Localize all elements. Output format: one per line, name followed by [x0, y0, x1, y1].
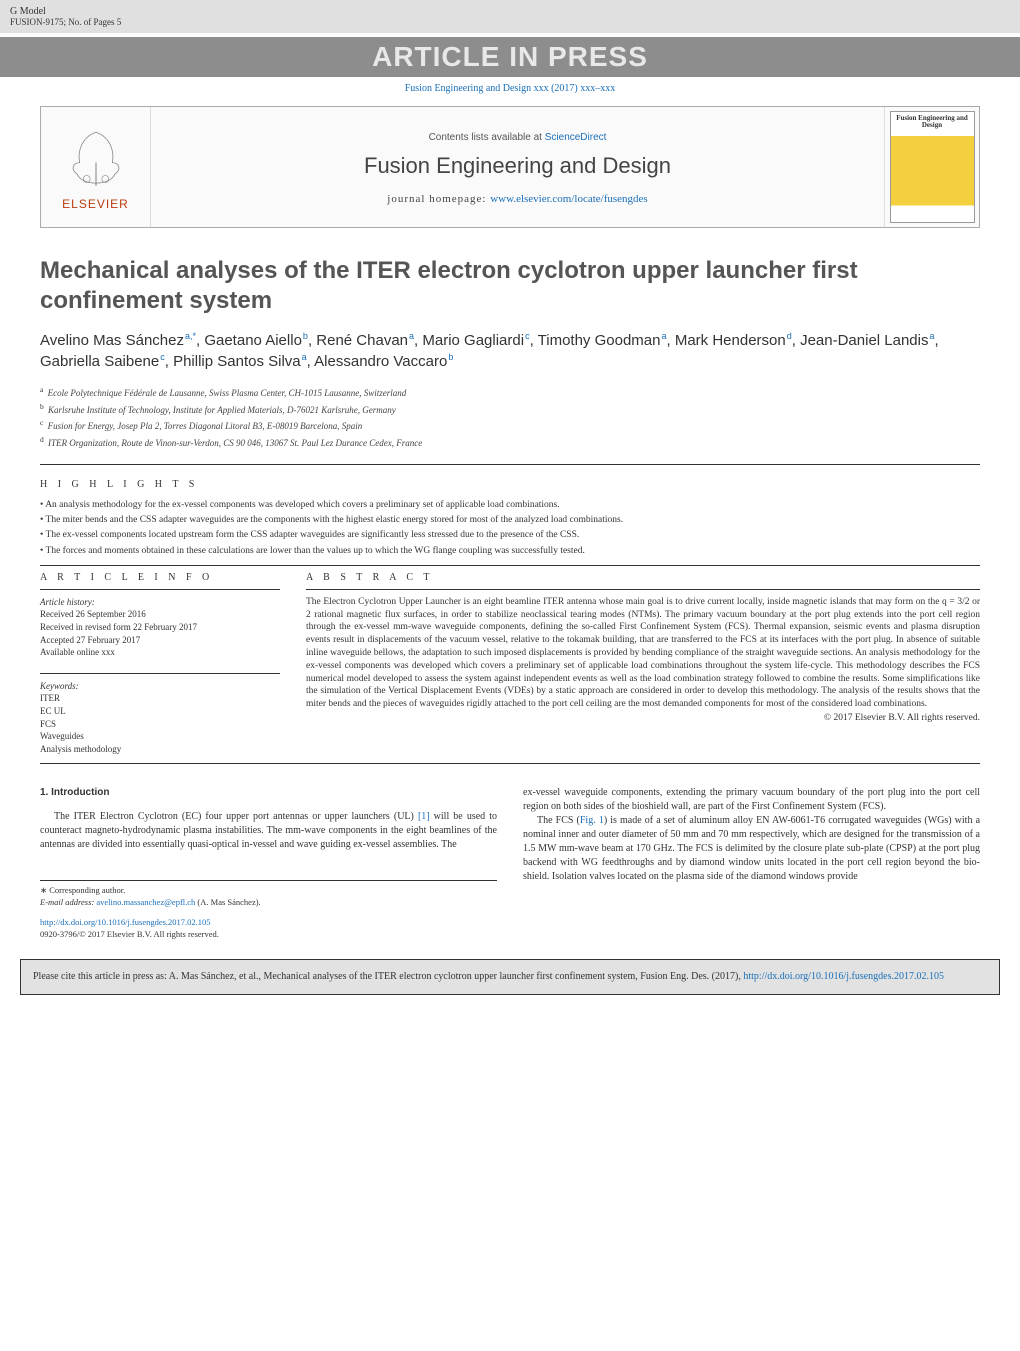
intro-heading: 1. Introduction [40, 786, 497, 800]
history-line: Received 26 September 2016 [40, 608, 280, 621]
article-info-label: A R T I C L E I N F O [40, 572, 280, 583]
history-line: Available online xxx [40, 646, 280, 659]
g-model-label: G Model [10, 6, 1010, 17]
journal-homepage-link[interactable]: www.elsevier.com/locate/fusengdes [490, 193, 648, 205]
model-code: FUSION-9175; No. of Pages 5 [10, 17, 1010, 27]
body-two-columns: 1. Introduction The ITER Electron Cyclot… [40, 786, 980, 941]
keywords-block: Keywords: ITEREC ULFCSWaveguidesAnalysis… [40, 680, 280, 756]
elsevier-tree-icon [61, 123, 131, 193]
rule [40, 464, 980, 465]
ref-link[interactable]: [1] [418, 811, 430, 822]
doi-block: http://dx.doi.org/10.1016/j.fusengdes.20… [40, 917, 497, 941]
cover-thumbnail-block: Fusion Engineering and Design [884, 107, 979, 227]
highlight-item: The forces and moments obtained in these… [40, 544, 980, 559]
history-line: Accepted 27 February 2017 [40, 634, 280, 647]
article-history: Article history: Received 26 September 2… [40, 596, 280, 659]
affiliation-line: b Karlsruhe Institute of Technology, Ins… [40, 401, 980, 418]
affiliation-line: d ITER Organization, Route de Vinon-sur-… [40, 434, 980, 451]
journal-reference-link[interactable]: Fusion Engineering and Design xxx (2017)… [40, 83, 980, 94]
highlight-item: The ex-vessel components located upstrea… [40, 528, 980, 543]
model-header: G Model FUSION-9175; No. of Pages 5 [0, 0, 1020, 33]
journal-masthead: ELSEVIER Contents lists available at Sci… [40, 106, 980, 228]
sciencedirect-link[interactable]: ScienceDirect [545, 132, 607, 143]
contents-available-line: Contents lists available at ScienceDirec… [159, 132, 876, 143]
history-line: Received in revised form 22 February 201… [40, 621, 280, 634]
rule [40, 565, 980, 566]
journal-cover-thumbnail: Fusion Engineering and Design [890, 111, 975, 223]
citation-doi-link[interactable]: http://dx.doi.org/10.1016/j.fusengdes.20… [743, 971, 944, 982]
body-paragraph: The ITER Electron Cyclotron (EC) four up… [40, 810, 497, 852]
abstract-label: A B S T R A C T [306, 572, 980, 583]
affiliations-list: a Ecole Polytechnique Fédérale de Lausan… [40, 384, 980, 450]
highlights-list: An analysis methodology for the ex-vesse… [40, 498, 980, 559]
article-title: Mechanical analyses of the ITER electron… [40, 256, 980, 316]
abstract-copyright: © 2017 Elsevier B.V. All rights reserved… [306, 713, 980, 723]
body-column-left: 1. Introduction The ITER Electron Cyclot… [40, 786, 497, 941]
body-paragraph: The FCS (Fig. 1) is made of a set of alu… [523, 814, 980, 884]
affiliation-line: c Fusion for Energy, Josep Pla 2, Torres… [40, 417, 980, 434]
affiliation-line: a Ecole Polytechnique Fédérale de Lausan… [40, 384, 980, 401]
article-info-column: A R T I C L E I N F O Article history: R… [40, 572, 280, 756]
keyword: FCS [40, 718, 280, 731]
corresponding-author-footnote: ∗ Corresponding author. E-mail address: … [40, 880, 497, 909]
abstract-column: A B S T R A C T The Electron Cyclotron U… [306, 572, 980, 756]
keyword: Waveguides [40, 730, 280, 743]
keyword: Analysis methodology [40, 743, 280, 756]
journal-homepage-line: journal homepage: www.elsevier.com/locat… [159, 193, 876, 205]
keyword: EC UL [40, 705, 280, 718]
corresponding-email-link[interactable]: avelino.massanchez@epfl.ch [96, 897, 195, 907]
highlight-item: An analysis methodology for the ex-vesse… [40, 498, 980, 513]
article-in-press-banner: ARTICLE IN PRESS [0, 37, 1020, 77]
journal-name: Fusion Engineering and Design [159, 153, 876, 179]
keyword: ITER [40, 692, 280, 705]
masthead-center: Contents lists available at ScienceDirec… [151, 107, 884, 227]
doi-link[interactable]: http://dx.doi.org/10.1016/j.fusengdes.20… [40, 917, 211, 927]
figure-link[interactable]: Fig. 1 [580, 815, 604, 826]
body-paragraph: ex-vessel waveguide components, extendin… [523, 786, 980, 814]
rule [40, 763, 980, 764]
citation-box: Please cite this article in press as: A.… [20, 959, 1000, 995]
highlights-label: H I G H L I G H T S [40, 479, 980, 490]
publisher-block: ELSEVIER [41, 107, 151, 227]
authors-list: Avelino Mas Sáncheza,*, Gaetano Aiellob,… [40, 330, 980, 372]
abstract-text: The Electron Cyclotron Upper Launcher is… [306, 596, 980, 711]
body-column-right: ex-vessel waveguide components, extendin… [523, 786, 980, 941]
highlight-item: The miter bends and the CSS adapter wave… [40, 513, 980, 528]
elsevier-wordmark: ELSEVIER [62, 197, 129, 211]
